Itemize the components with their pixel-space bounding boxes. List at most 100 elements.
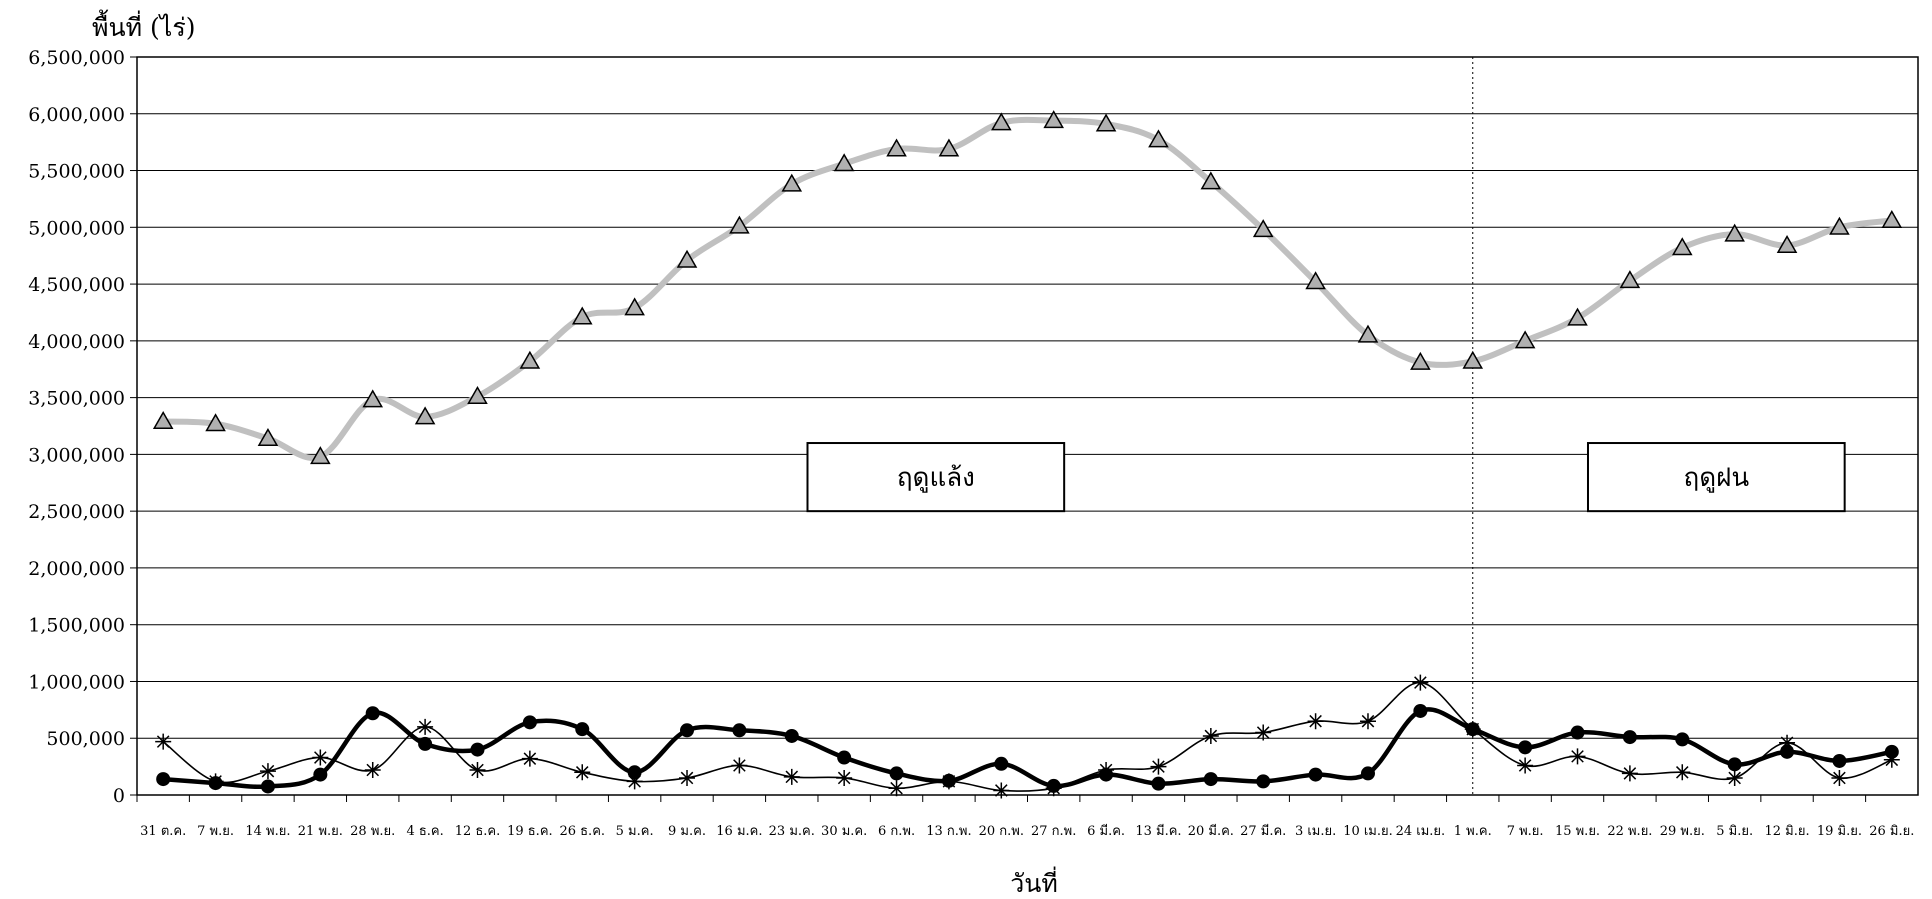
data-point	[364, 762, 381, 779]
data-point	[991, 112, 1012, 131]
x-tick-label: 26 มิ.ย.	[1869, 824, 1914, 839]
data-point	[1621, 765, 1638, 782]
x-tick-label: 16 ม.ค.	[716, 824, 762, 839]
y-tick-label: 3,000,000	[28, 444, 125, 466]
data-point	[1832, 753, 1847, 768]
data-point	[1567, 307, 1588, 326]
x-tick-label: 7 พ.ย.	[197, 824, 234, 839]
data-point	[833, 153, 855, 172]
series-circle	[156, 703, 1899, 794]
data-point	[732, 723, 747, 738]
data-point	[729, 215, 750, 234]
data-point	[1518, 740, 1533, 755]
x-tick-label: 20 มี.ค.	[1188, 823, 1234, 839]
y-tick-label: 5,000,000	[28, 217, 125, 239]
y-tick-label: 500,000	[46, 728, 125, 750]
data-point	[994, 756, 1009, 771]
x-tick-label: 13 มี.ค.	[1135, 823, 1181, 839]
x-tick-label: 12 มิ.ย.	[1764, 824, 1809, 839]
data-point	[889, 766, 904, 781]
data-point	[1780, 744, 1795, 759]
data-point	[1308, 767, 1323, 782]
data-point	[575, 722, 590, 737]
data-point	[1151, 776, 1166, 791]
data-point	[467, 385, 488, 404]
data-point	[1043, 110, 1064, 129]
data-point	[1570, 725, 1585, 740]
y-tick-label: 3,500,000	[28, 388, 125, 410]
season-label: ฤดูแล้ง	[897, 463, 975, 493]
data-point	[205, 413, 226, 432]
data-point	[1881, 209, 1903, 228]
data-point	[1252, 219, 1274, 238]
x-tick-label: 3 เม.ย.	[1295, 824, 1336, 839]
data-point	[1674, 764, 1691, 781]
data-point	[626, 773, 643, 790]
x-tick-label: 30 ม.ค.	[821, 824, 867, 839]
data-point	[1671, 237, 1693, 256]
data-point	[362, 389, 384, 408]
x-tick-label: 26 ธ.ค.	[559, 824, 605, 839]
data-point	[938, 138, 960, 157]
data-point	[783, 768, 800, 785]
data-point	[310, 446, 331, 465]
data-point	[260, 779, 275, 794]
data-point	[1829, 216, 1850, 235]
data-point	[1412, 674, 1429, 691]
data-point	[1360, 766, 1375, 781]
data-point	[1465, 722, 1480, 737]
data-point	[1148, 129, 1169, 148]
x-tick-label: 15 พ.ย.	[1555, 824, 1600, 839]
x-tick-label: 6 ก.พ.	[878, 824, 915, 839]
season-box	[1586, 442, 1846, 513]
y-tick-label: 1,000,000	[28, 671, 125, 693]
data-point	[1622, 730, 1637, 745]
x-tick-label: 27 มี.ค.	[1240, 823, 1286, 839]
data-point	[679, 769, 696, 786]
data-point	[156, 772, 171, 787]
data-point	[1776, 234, 1798, 253]
data-point	[1203, 772, 1218, 787]
x-tick-label: 10 เม.ย.	[1343, 824, 1393, 839]
series-line	[162, 681, 1893, 792]
data-point	[837, 750, 852, 765]
y-tick-label: 6,000,000	[28, 104, 125, 126]
data-point	[627, 765, 642, 780]
data-point	[519, 350, 541, 369]
x-tick-label: 19 มิ.ย.	[1817, 824, 1862, 839]
data-point	[257, 427, 279, 446]
x-tick-label: 9 ม.ค.	[668, 824, 706, 839]
x-tick-label: 6 มี.ค.	[1087, 823, 1125, 839]
data-point	[1619, 270, 1641, 289]
x-tick-label: 12 ธ.ค.	[455, 824, 501, 839]
plot-frame	[136, 56, 1919, 796]
data-point	[414, 406, 436, 425]
data-point	[1569, 748, 1586, 765]
y-tick-label: 4,000,000	[28, 331, 125, 353]
x-tick-label: 5 มิ.ย.	[1716, 824, 1753, 839]
x-tick-label: 21 พ.ย.	[298, 824, 343, 839]
data-point	[469, 762, 486, 779]
data-point	[571, 306, 593, 325]
data-point	[259, 763, 276, 780]
data-point	[1410, 351, 1431, 370]
data-point	[731, 757, 748, 774]
data-point	[676, 249, 698, 268]
data-point	[624, 297, 645, 316]
data-point	[888, 780, 905, 797]
y-tick-label: 0	[113, 785, 125, 807]
data-point	[470, 742, 485, 757]
y-tick-label: 2,000,000	[28, 558, 125, 580]
data-point	[1884, 744, 1899, 759]
data-point	[521, 750, 538, 767]
series-line	[163, 116, 1893, 461]
data-point	[1514, 330, 1536, 349]
x-tick-label: 24 เม.ย.	[1396, 824, 1446, 839]
x-tick-label: 22 พ.ย.	[1607, 824, 1652, 839]
data-point	[1200, 171, 1222, 190]
data-point	[1256, 774, 1271, 789]
x-tick-label: 4 ธ.ค.	[406, 824, 443, 839]
y-tick-label: 6,500,000	[28, 47, 125, 69]
x-tick-label: 23 ม.ค.	[769, 824, 815, 839]
